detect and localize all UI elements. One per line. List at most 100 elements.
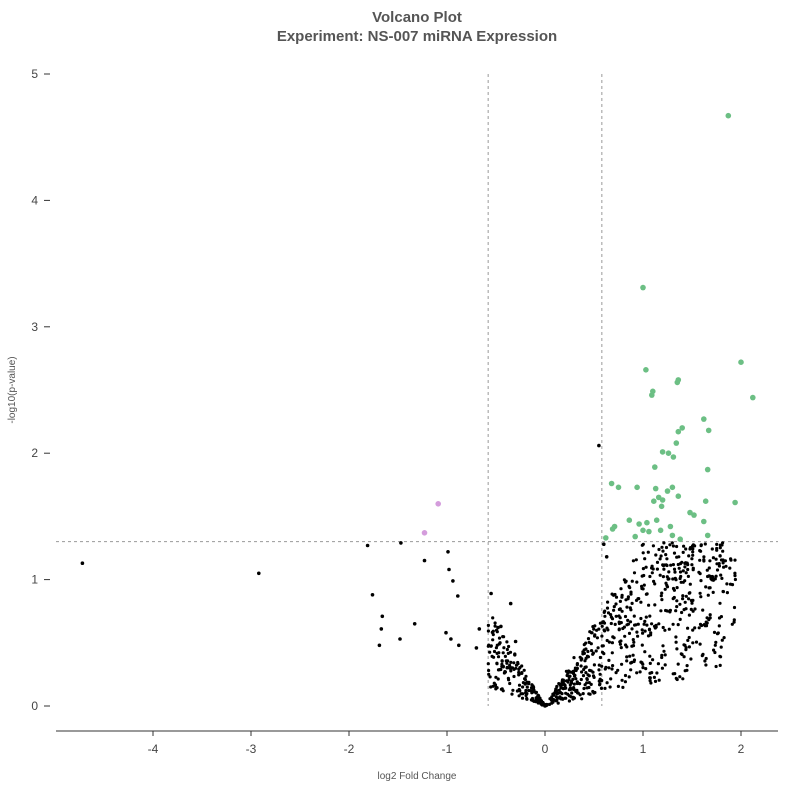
data-point-not-significant xyxy=(634,558,638,562)
data-point-not-significant xyxy=(493,621,497,625)
data-point-not-significant xyxy=(733,574,737,578)
data-point-not-significant xyxy=(496,677,500,681)
data-point-not-significant xyxy=(538,697,542,701)
data-point-not-significant xyxy=(640,584,644,589)
data-point-not-significant xyxy=(578,682,582,686)
data-point-not-significant xyxy=(697,626,701,630)
data-point-not-significant xyxy=(567,699,572,703)
data-point-not-significant xyxy=(534,690,539,694)
data-point-not-significant xyxy=(648,671,652,675)
data-point-not-significant xyxy=(586,649,590,654)
data-point-not-significant xyxy=(700,623,704,628)
data-point-not-significant xyxy=(617,627,621,631)
data-point-not-significant xyxy=(614,671,618,675)
data-point-not-significant xyxy=(620,593,624,598)
data-point-not-significant xyxy=(614,614,618,618)
data-point-not-significant xyxy=(678,675,682,679)
data-point-not-significant xyxy=(517,672,521,676)
data-point-not-significant xyxy=(611,664,615,668)
data-point-not-significant xyxy=(620,609,624,613)
data-point-not-significant xyxy=(572,674,577,678)
data-point-not-significant xyxy=(641,542,645,546)
data-point-not-significant xyxy=(592,663,597,667)
data-point-not-significant xyxy=(589,631,594,635)
data-point-not-significant xyxy=(682,544,686,548)
data-point-not-significant xyxy=(497,636,502,640)
data-point-not-significant xyxy=(602,628,606,632)
data-point-not-significant xyxy=(582,648,586,652)
data-point-not-significant xyxy=(672,588,677,592)
data-point-up-significant xyxy=(677,536,683,542)
data-point-not-significant xyxy=(721,561,725,565)
data-point-not-significant xyxy=(644,565,648,569)
data-point-not-significant xyxy=(679,652,683,656)
data-point-not-significant xyxy=(605,606,610,610)
data-point-not-significant xyxy=(662,567,666,571)
data-point-not-significant xyxy=(625,655,629,659)
data-point-not-significant xyxy=(507,644,511,649)
data-point-not-significant xyxy=(632,658,637,662)
data-point-not-significant xyxy=(732,605,737,610)
y-tick-label: 0 xyxy=(31,699,38,713)
data-point-not-significant xyxy=(592,627,596,631)
data-point-not-significant xyxy=(575,681,579,686)
data-point-not-significant xyxy=(370,593,375,597)
data-point-not-significant xyxy=(511,688,515,692)
data-point-not-significant xyxy=(715,568,720,572)
data-point-not-significant xyxy=(710,578,714,582)
data-point-not-significant xyxy=(603,614,607,618)
data-point-up-significant xyxy=(664,488,671,494)
data-point-not-significant xyxy=(689,657,693,661)
data-point-not-significant xyxy=(486,623,490,628)
data-point-not-significant xyxy=(708,613,712,617)
data-point-not-significant xyxy=(588,668,592,673)
data-point-up-significant xyxy=(659,449,666,455)
data-point-not-significant xyxy=(688,582,692,586)
data-point-not-significant xyxy=(581,674,586,678)
data-point-not-significant xyxy=(712,630,717,635)
data-point-not-significant xyxy=(579,677,583,682)
data-point-not-significant xyxy=(499,624,503,629)
data-point-not-significant xyxy=(667,577,671,581)
data-point-not-significant xyxy=(725,582,729,586)
data-point-not-significant xyxy=(456,594,460,598)
data-point-not-significant xyxy=(501,651,505,655)
data-point-not-significant xyxy=(691,598,695,603)
data-point-not-significant xyxy=(610,667,614,671)
data-point-not-significant xyxy=(720,638,724,642)
data-point-not-significant xyxy=(491,629,495,633)
data-point-not-significant xyxy=(605,638,609,643)
data-point-not-significant xyxy=(614,602,618,606)
data-point-not-significant xyxy=(257,571,261,576)
data-point-not-significant xyxy=(671,672,675,676)
data-point-not-significant xyxy=(626,595,631,599)
data-point-not-significant xyxy=(564,669,569,673)
data-point-not-significant xyxy=(529,698,534,702)
data-point-not-significant xyxy=(733,571,737,575)
data-point-not-significant xyxy=(477,627,482,631)
data-point-not-significant xyxy=(598,655,603,660)
data-point-not-significant xyxy=(674,578,678,582)
data-point-not-significant xyxy=(492,649,497,654)
data-point-not-significant xyxy=(702,623,706,627)
data-point-not-significant xyxy=(722,636,726,640)
data-point-not-significant xyxy=(491,638,495,642)
data-point-not-significant xyxy=(632,571,637,575)
data-point-not-significant xyxy=(560,679,564,684)
data-point-not-significant xyxy=(598,682,602,686)
data-point-not-significant xyxy=(580,670,584,674)
data-point-not-significant xyxy=(647,603,651,607)
data-point-not-significant xyxy=(639,616,643,621)
data-point-not-significant xyxy=(681,597,685,601)
data-point-not-significant xyxy=(524,691,528,695)
data-point-not-significant xyxy=(644,667,648,671)
data-point-not-significant xyxy=(412,622,417,626)
data-point-not-significant xyxy=(606,611,611,615)
data-point-not-significant xyxy=(80,561,85,565)
data-point-not-significant xyxy=(557,688,561,692)
data-point-not-significant xyxy=(718,601,722,605)
data-point-not-significant xyxy=(564,696,568,700)
data-point-not-significant xyxy=(715,562,719,566)
data-point-not-significant xyxy=(497,651,501,655)
data-point-not-significant xyxy=(380,614,385,619)
